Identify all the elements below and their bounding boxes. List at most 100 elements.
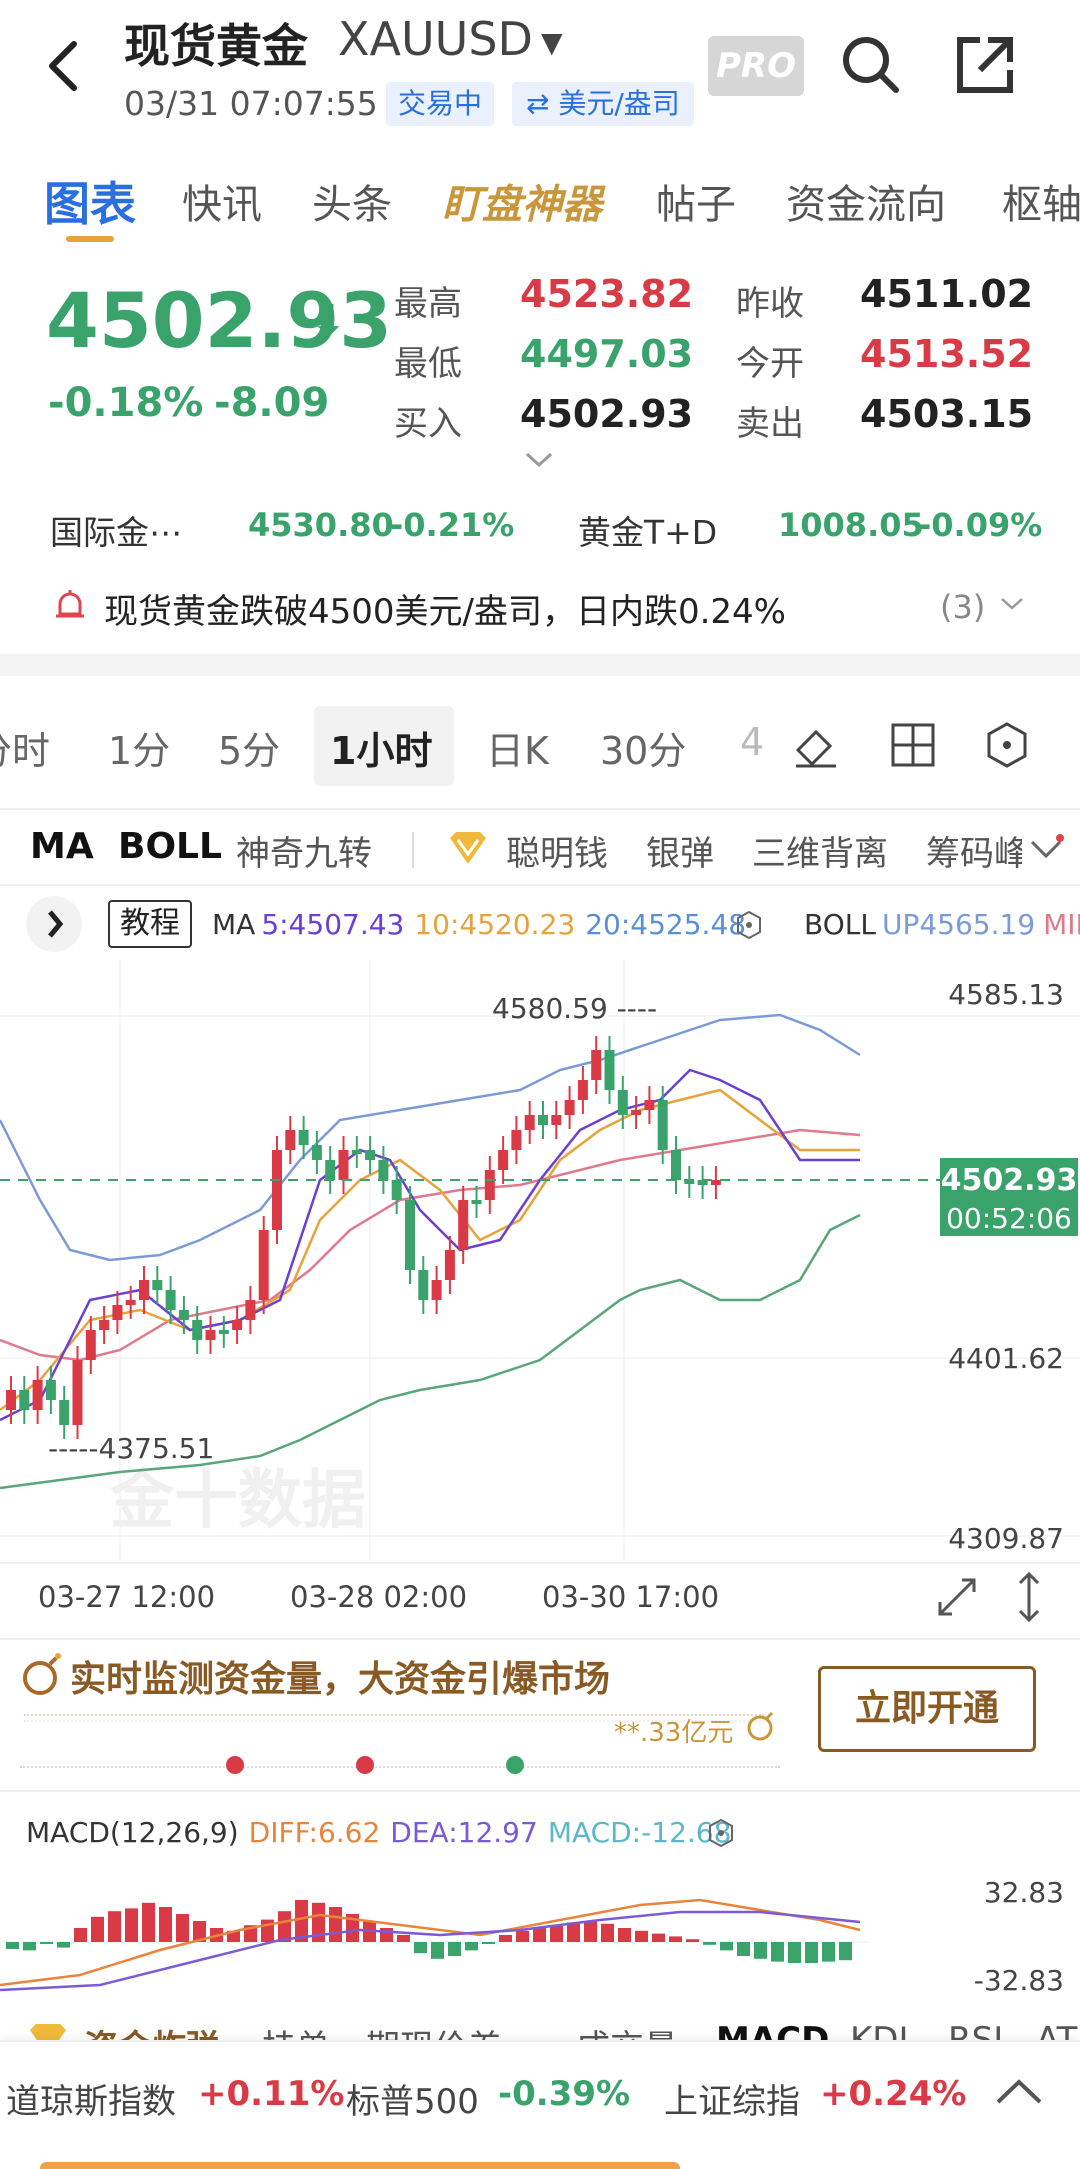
candle-body [218, 1330, 229, 1334]
symbol-label: XAUUSD [338, 12, 533, 66]
candle-body [524, 1115, 535, 1130]
tab-chart[interactable]: 图表 [44, 177, 136, 231]
interval-more[interactable]: 4 [740, 720, 765, 764]
candle-body [644, 1100, 655, 1110]
macd-bar [142, 1902, 155, 1942]
layout-grid-icon[interactable] [888, 720, 938, 770]
macd-settings-icon[interactable] [706, 1818, 736, 1848]
macd-bar [448, 1942, 461, 1956]
x-axis-divider [0, 1562, 1080, 1564]
indicator-ma[interactable]: MA [30, 826, 94, 867]
indicator-chip-peak[interactable]: 筹码峰 [926, 834, 1022, 874]
candlestick-chart[interactable]: 金十数据 4580.59 ---- -----4375.51 4585.13 4… [0, 960, 1080, 1560]
macd-bar [312, 1902, 325, 1942]
draw-tool-icon[interactable] [790, 720, 842, 772]
tab-posts[interactable]: 帖子 [656, 182, 736, 228]
candle-body [405, 1200, 415, 1270]
macd-bar [23, 1942, 36, 1951]
ticker-expand-icon[interactable] [994, 2072, 1044, 2112]
settings-hex-icon[interactable] [982, 720, 1032, 770]
high-label: 最高 [394, 284, 462, 324]
candle-body [45, 1380, 56, 1400]
down-arrow-icon: ⬇ [310, 296, 347, 347]
change-value: -8.09 [214, 380, 330, 426]
back-icon[interactable] [36, 36, 96, 96]
macd-chart[interactable]: 32.83 -32.83 [0, 1860, 1080, 2000]
diamond-icon [446, 830, 490, 868]
boll-label: BOLL [804, 908, 876, 941]
interval-timeshare[interactable]: 分时 [0, 729, 51, 773]
y-axis-top: 4585.13 [948, 978, 1064, 1011]
macd-bar [516, 1930, 529, 1942]
x-label-1: 03-27 12:00 [38, 1580, 216, 1614]
candle-body [684, 1180, 695, 1184]
candle-body [351, 1150, 362, 1154]
interval-5m[interactable]: 5分 [218, 729, 281, 773]
candle-body [85, 1330, 96, 1360]
macd-bar [652, 1933, 665, 1942]
candle-body [604, 1050, 615, 1090]
interval-1m[interactable]: 1分 [108, 729, 171, 773]
indicator-boll[interactable]: BOLL [118, 826, 222, 867]
interval-daily[interactable]: 日K [486, 729, 549, 773]
interval-1h[interactable]: 1小时 [330, 729, 433, 773]
section-divider [0, 654, 1080, 676]
related-change-1: -0.21% [390, 506, 515, 544]
unit-badge[interactable]: ⇄ 美元/盎司 [512, 82, 694, 126]
low-value: 4497.03 [520, 332, 694, 376]
high-marker: 4580.59 ---- [492, 992, 657, 1025]
y-axis-mid: 4401.62 [948, 1342, 1064, 1375]
indicator-silver-bullet[interactable]: 银弹 [646, 834, 714, 874]
related-name-1[interactable]: 国际金⋯ [50, 513, 182, 552]
search-icon[interactable] [836, 30, 906, 100]
candle-body [671, 1150, 681, 1180]
indicator-3d-divergence[interactable]: 三维背离 [752, 834, 888, 874]
related-name-2[interactable]: 黄金T+D [578, 513, 718, 552]
expand-chevron-icon[interactable] [524, 450, 554, 470]
pro-badge[interactable]: PRO [708, 36, 804, 96]
candle-body [365, 1150, 376, 1160]
candle-body [471, 1200, 482, 1204]
indicator-magic-nine[interactable]: 神奇九转 [236, 834, 372, 874]
macd-bar [431, 1942, 444, 1959]
alert-count[interactable]: (3) [940, 588, 986, 626]
macd-bar [771, 1942, 784, 1962]
tutorial-button[interactable]: 教程 [108, 900, 192, 948]
macd-bar [397, 1935, 410, 1942]
candle-body [125, 1300, 136, 1305]
tab-capital-flow[interactable]: 资金流向 [786, 182, 946, 228]
candle-body [6, 1390, 16, 1410]
fullscreen-icon[interactable] [934, 1574, 980, 1620]
candle-body [498, 1150, 509, 1170]
boll-lower-line [0, 1213, 861, 1490]
macd-bar [108, 1911, 121, 1942]
last-price-box [940, 1158, 1078, 1236]
ma-settings-icon[interactable] [734, 910, 764, 940]
macd-divider [0, 1790, 1080, 1792]
resize-vertical-icon[interactable] [1014, 1570, 1044, 1624]
ticker-bar[interactable]: 道琼斯指数 +0.11% 标普500 -0.39% 上证综指 +0.24% [0, 2040, 1080, 2169]
alert-bell-icon [52, 588, 88, 624]
macd-bar [635, 1930, 648, 1942]
candle-body [59, 1400, 70, 1425]
expand-legend-button[interactable] [26, 896, 82, 952]
caret-down-icon: ▼ [540, 26, 563, 59]
interval-30m[interactable]: 30分 [600, 729, 687, 773]
activate-button[interactable]: 立即开通 [818, 1666, 1036, 1752]
tab-pivot[interactable]: 枢轴 [1002, 182, 1080, 228]
indicator-chevron-icon[interactable] [1028, 834, 1064, 864]
ma10-value: 10:4520.23 [414, 908, 576, 941]
candle-body [631, 1110, 642, 1115]
candle-body [192, 1320, 203, 1340]
alert-text[interactable]: 现货黄金跌破4500美元/盎司，日内跌0.24% [104, 592, 786, 632]
indicator-smart-money[interactable]: 聪明钱 [506, 834, 608, 874]
share-icon[interactable] [950, 30, 1020, 100]
high-value: 4523.82 [520, 272, 694, 316]
last-price-tag: 4502.93 [941, 1163, 1078, 1198]
macd-bar [686, 1939, 699, 1942]
tab-headlines[interactable]: 头条 [312, 182, 392, 228]
tab-news[interactable]: 快讯 [182, 182, 262, 228]
tab-watch-tool[interactable]: 盯盘神器 [442, 182, 602, 228]
symbol-selector[interactable]: XAUUSD ▼ [338, 12, 563, 66]
macd-bar [380, 1928, 393, 1942]
